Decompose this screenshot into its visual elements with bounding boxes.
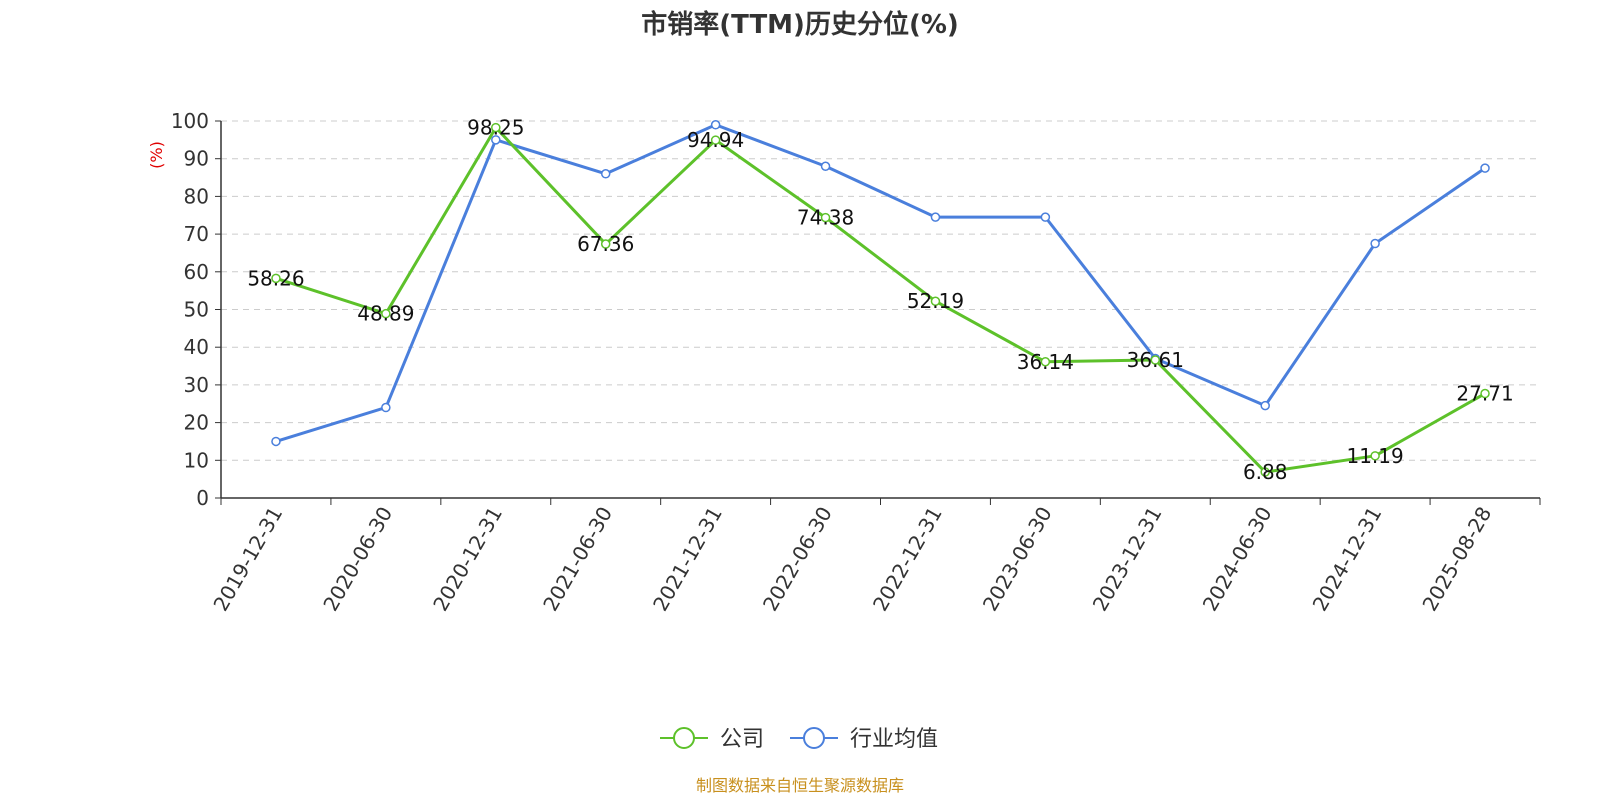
source-note: 制图数据来自恒生聚源数据库 bbox=[696, 776, 904, 795]
x-ticks: 2019-12-31 2020-06-30 2020-12-31 2021-06-30… bbox=[208, 498, 1541, 616]
y-tick-label: 10 bbox=[184, 448, 209, 472]
series-line bbox=[275, 126, 1486, 474]
data-point[interactable] bbox=[1040, 212, 1051, 222]
x-tick-label: 2020-12-31 bbox=[428, 502, 507, 615]
data-labels: 58.26 48.89 98.25 67.36 94.94 74.38 52.19 36.14… bbox=[247, 116, 1513, 484]
legend-label: 公司 bbox=[720, 727, 764, 752]
data-point[interactable] bbox=[1370, 238, 1380, 249]
legend-marker-icon bbox=[803, 727, 825, 749]
x-tick-label: 2025-08-28 bbox=[1417, 503, 1496, 616]
data-point[interactable] bbox=[1040, 357, 1051, 367]
data-point[interactable] bbox=[1370, 451, 1380, 461]
data-point[interactable] bbox=[820, 161, 831, 171]
data-label: 48.89 bbox=[357, 302, 414, 326]
data-point[interactable] bbox=[600, 239, 611, 249]
data-point[interactable] bbox=[1260, 400, 1270, 411]
axes bbox=[220, 121, 1540, 499]
data-label: 94.94 bbox=[687, 128, 744, 152]
x-tick-label: 2023-12-31 bbox=[1088, 503, 1167, 616]
data-label: 52.19 bbox=[907, 289, 964, 313]
y-ticks: 0 10 20 30 40 50 60 70 80 90 100 bbox=[171, 109, 221, 510]
y-axis-label: (%) bbox=[147, 141, 166, 169]
y-tick-label: 30 bbox=[184, 373, 209, 397]
data-point[interactable] bbox=[271, 436, 281, 447]
data-point[interactable] bbox=[381, 308, 391, 319]
data-point[interactable] bbox=[1260, 467, 1270, 477]
data-label: 27.71 bbox=[1456, 382, 1513, 406]
data-point[interactable] bbox=[491, 135, 501, 145]
y-tick-label: 60 bbox=[184, 260, 209, 284]
data-label: 11.19 bbox=[1346, 444, 1403, 468]
data-label: 6.88 bbox=[1243, 460, 1288, 484]
x-tick-label: 2024-12-31 bbox=[1308, 503, 1387, 616]
data-point[interactable] bbox=[1480, 163, 1490, 173]
data-label: 67.36 bbox=[577, 232, 634, 256]
data-point[interactable] bbox=[930, 296, 941, 306]
y-tick-label: 70 bbox=[184, 222, 209, 246]
legend-item[interactable]: 公司 bbox=[660, 727, 764, 752]
chart-title: 市销率(TTM)历史分位(%) bbox=[641, 9, 959, 40]
legend-label: 行业均值 bbox=[850, 727, 938, 752]
x-tick-label: 2022-06-30 bbox=[758, 503, 837, 616]
y-tick-label: 90 bbox=[184, 147, 209, 171]
y-tick-label: 80 bbox=[184, 184, 209, 208]
series-line bbox=[275, 123, 1486, 443]
data-label: 74.38 bbox=[797, 206, 854, 230]
x-tick-label: 2024-06-30 bbox=[1198, 503, 1277, 616]
data-point[interactable] bbox=[1480, 388, 1490, 399]
data-point[interactable] bbox=[271, 273, 281, 284]
data-point[interactable] bbox=[710, 135, 721, 145]
data-point[interactable] bbox=[381, 402, 391, 413]
data-point[interactable] bbox=[1150, 355, 1161, 365]
data-point[interactable] bbox=[710, 120, 721, 130]
legend-item[interactable]: 行业均值 bbox=[790, 727, 938, 752]
data-point[interactable] bbox=[491, 122, 501, 133]
data-label: 58.26 bbox=[247, 266, 304, 290]
data-point[interactable] bbox=[930, 212, 941, 222]
data-label: 36.14 bbox=[1017, 350, 1074, 374]
data-point[interactable] bbox=[820, 212, 831, 223]
y-tick-label: 40 bbox=[184, 335, 209, 359]
x-tick-label: 2021-06-30 bbox=[538, 503, 617, 616]
y-tick-label: 100 bbox=[171, 109, 209, 133]
y-tick-label: 0 bbox=[196, 486, 209, 510]
legend[interactable]: 公司 行业均值 bbox=[660, 727, 938, 752]
y-tick-label: 20 bbox=[184, 411, 209, 435]
x-tick-label: 2022-12-31 bbox=[868, 502, 947, 615]
data-label: 36.61 bbox=[1127, 348, 1184, 372]
series-layer bbox=[271, 120, 1490, 477]
x-tick-label: 2023-06-30 bbox=[978, 503, 1057, 616]
x-tick-label: 2021-12-31 bbox=[648, 503, 727, 616]
data-point[interactable] bbox=[600, 169, 611, 179]
x-tick-label: 2020-06-30 bbox=[318, 503, 397, 616]
x-tick-label: 2019-12-31 bbox=[208, 503, 287, 616]
y-tick-label: 50 bbox=[184, 298, 209, 322]
data-label: 98.25 bbox=[467, 116, 524, 140]
legend-marker-icon bbox=[673, 727, 695, 749]
